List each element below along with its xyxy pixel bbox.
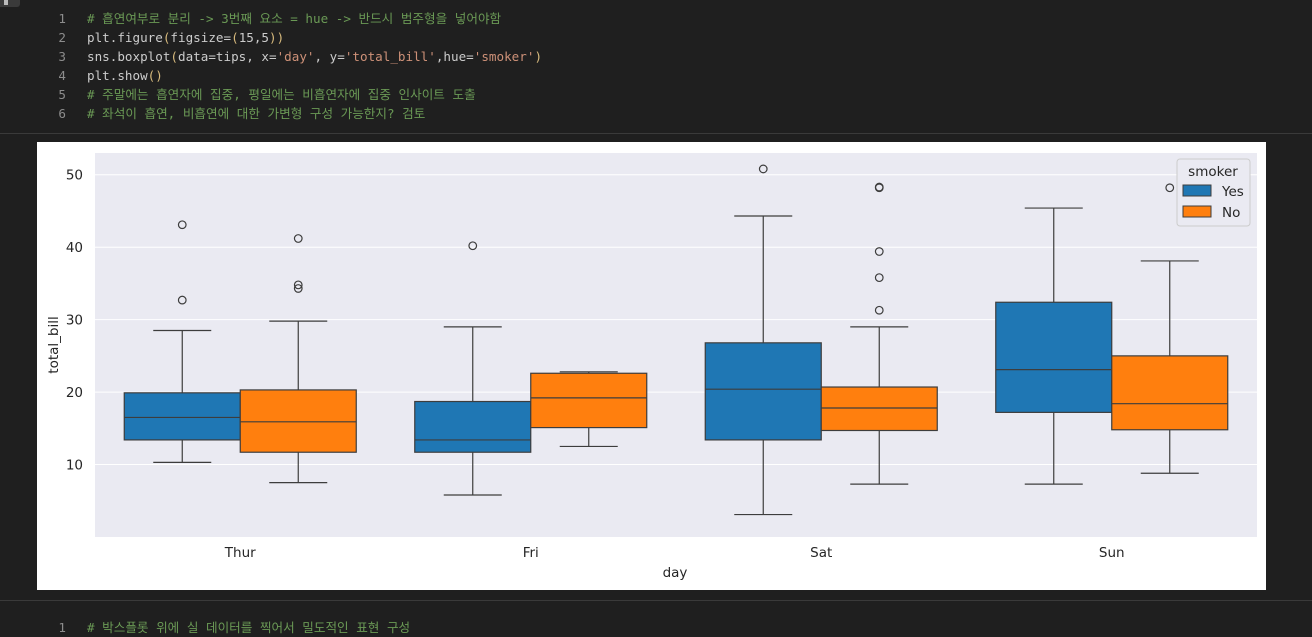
code-token: plt.show — [87, 68, 148, 83]
line-number: 4 — [58, 68, 66, 83]
legend-label-no: No — [1222, 205, 1240, 221]
output-area: 10 20 30 40 50 Thur Fri Sat Sun day total_bill s… — [37, 142, 1266, 590]
code-text[interactable]: # 박스플롯 위에 실 데이터를 찍어서 밀도적인 표현 구성 — [87, 618, 410, 637]
outlier-point — [177, 295, 187, 305]
code-token: figsize= — [170, 30, 232, 45]
code-text[interactable]: # 좌석이 흡연, 비흡연에 대한 가변형 구성 가능한지? 검토 — [87, 104, 425, 123]
outlier-point — [874, 182, 884, 192]
code-token: data=tips, x= — [178, 49, 277, 64]
outlier-point — [177, 220, 187, 230]
box-iqr — [414, 400, 532, 453]
legend-title: smoker — [1188, 164, 1238, 180]
box-no-thur — [239, 234, 357, 484]
code-token: ( — [162, 30, 171, 45]
code-cell-1[interactable]: 1 # 흡연여부로 분리 -> 3번째 요소 = hue -> 반드시 범주형을 … — [0, 0, 1312, 133]
outlier-point — [293, 234, 303, 243]
code-comment: # 주말에는 흡연자에 집중, 평일에는 비흡연자에 집중 인사이트 도출 — [87, 87, 476, 102]
outlier-point — [874, 305, 884, 315]
y-axis-label: total_bill — [46, 316, 62, 373]
code-string: 'total_bill' — [344, 49, 436, 64]
outlier-point — [874, 247, 884, 256]
box-iqr — [239, 389, 357, 453]
y-tick-label: 10 — [66, 458, 83, 474]
outlier-point — [758, 164, 768, 174]
line-number: 6 — [58, 106, 66, 121]
outlier-point — [874, 273, 884, 283]
boxplot-chart: 10 20 30 40 50 Thur Fri Sat Sun day total_bill s… — [46, 153, 1257, 581]
y-tick-label: 40 — [66, 240, 83, 256]
y-tick-label: 30 — [66, 313, 83, 329]
cell-divider-2 — [0, 600, 1312, 601]
line-number: 1 — [58, 620, 66, 635]
box-no-fri — [530, 371, 648, 448]
code-token: 15,5 — [238, 30, 270, 45]
x-tick-label: Thur — [224, 545, 256, 561]
line-number: 3 — [58, 49, 66, 64]
box-no-sun — [1111, 183, 1229, 474]
y-tick-label: 20 — [66, 385, 83, 401]
code-text[interactable]: sns.boxplot(data=tips, x='day', y='total… — [87, 47, 542, 66]
code-comment: # 좌석이 흡연, 비흡연에 대한 가변형 구성 가능한지? 검토 — [87, 106, 426, 121]
code-text[interactable]: plt.show() — [87, 66, 163, 85]
code-text[interactable]: # 주말에는 흡연자에 집중, 평일에는 비흡연자에 집중 인사이트 도출 — [87, 85, 476, 104]
code-token: ,hue= — [435, 49, 474, 64]
code-cell-2[interactable]: 1 # 박스플롯 위에 실 데이터를 찍어서 밀도적인 표현 구성 — [0, 601, 1312, 635]
axis-ticks: 10 20 30 40 50 Thur Fri Sat Sun — [66, 168, 1125, 561]
y-tick-label: 50 — [66, 168, 83, 184]
cell-divider — [0, 133, 1312, 134]
box-iqr — [704, 342, 822, 441]
box-series — [123, 164, 1229, 516]
box-iqr — [820, 386, 938, 432]
code-comment: # 박스플롯 위에 실 데이터를 찍어서 밀도적인 표현 구성 — [87, 620, 411, 635]
line-number: 1 — [58, 11, 66, 26]
x-tick-label: Sun — [1099, 545, 1125, 561]
x-tick-label: Sat — [810, 545, 832, 561]
box-iqr — [1111, 355, 1229, 431]
line-number: 5 — [58, 87, 66, 102]
outlier-point — [293, 284, 303, 293]
code-token: sns.boxplot — [87, 49, 171, 64]
box-yes-sat — [704, 164, 822, 516]
box-no-sat — [820, 182, 938, 485]
code-string: 'day' — [276, 49, 315, 64]
line-number: 2 — [58, 30, 66, 45]
outlier-point — [1165, 183, 1175, 193]
legend-label-yes: Yes — [1221, 184, 1244, 200]
legend-swatch-no — [1182, 205, 1212, 218]
code-token: ( — [231, 30, 239, 45]
box-yes-sun — [995, 207, 1113, 485]
legend-swatch-yes — [1182, 184, 1212, 197]
code-token: ) — [534, 49, 543, 64]
box-iqr — [530, 372, 648, 429]
code-token: () — [147, 68, 163, 83]
code-comment: # 흡연여부로 분리 -> 3번째 요소 = hue -> 반드시 범주형을 넣… — [87, 11, 502, 26]
cell-toolbar-tab[interactable] — [0, 0, 20, 7]
box-iqr — [995, 301, 1113, 413]
code-token: , y= — [314, 49, 345, 64]
code-token: )) — [269, 30, 285, 45]
code-text[interactable]: plt.figure(figsize=(15,5)) — [87, 28, 284, 47]
code-text[interactable]: # 흡연여부로 분리 -> 3번째 요소 = hue -> 반드시 범주형을 넣… — [87, 9, 501, 28]
box-iqr — [123, 392, 241, 441]
box-yes-thur — [123, 220, 241, 463]
code-token: plt.figure — [87, 30, 163, 45]
x-axis-label: day — [663, 565, 688, 581]
x-tick-label: Fri — [523, 545, 539, 561]
legend: smoker Yes No — [1176, 158, 1251, 227]
outlier-point — [293, 280, 303, 290]
code-token: ( — [170, 49, 178, 64]
code-string: 'smoker' — [473, 49, 535, 64]
box-yes-fri — [414, 241, 532, 496]
outlier-point — [468, 241, 478, 251]
